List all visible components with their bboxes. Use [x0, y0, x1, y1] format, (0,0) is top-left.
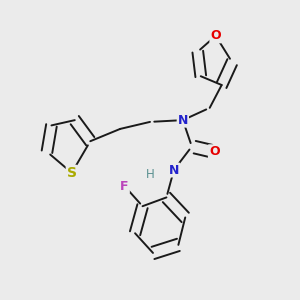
Text: H: H: [146, 168, 154, 181]
Text: O: O: [209, 145, 220, 158]
Text: N: N: [178, 114, 188, 127]
Text: F: F: [120, 180, 129, 193]
Text: N: N: [169, 164, 179, 176]
Text: S: S: [67, 166, 77, 180]
Text: O: O: [210, 29, 221, 42]
